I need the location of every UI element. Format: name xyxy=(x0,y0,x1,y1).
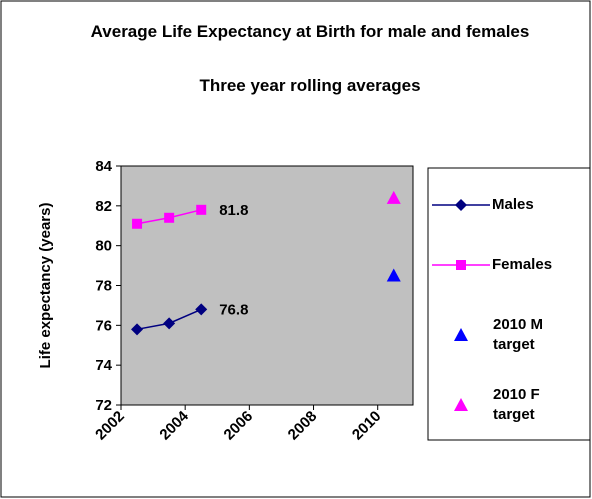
marker xyxy=(164,212,175,223)
marker xyxy=(386,268,401,282)
legend-marker xyxy=(454,398,468,411)
data-label: 76.8 xyxy=(219,301,248,318)
legend-marker xyxy=(455,199,467,211)
y-tick-label: 78 xyxy=(95,278,112,295)
x-tick-label: 2004 xyxy=(156,407,192,443)
marker xyxy=(196,204,207,215)
chart-title: Average Life Expectancy at Birth for mal… xyxy=(90,22,530,41)
legend-marker xyxy=(456,260,466,270)
y-axis-label: Life expectancy (years) xyxy=(37,203,54,369)
legend-label: 2010 M target xyxy=(493,316,544,353)
y-tick-label: 76 xyxy=(95,317,112,334)
x-tick-label: 2008 xyxy=(285,408,321,444)
y-tick-label: 84 xyxy=(95,158,112,175)
legend-box xyxy=(427,167,591,441)
marker xyxy=(131,323,144,336)
plot-area xyxy=(120,165,414,406)
marker xyxy=(195,303,208,316)
legend-label: Females xyxy=(492,256,553,273)
y-tick-label: 72 xyxy=(95,397,112,414)
y-tick-label: 74 xyxy=(95,357,112,374)
legend-marker xyxy=(454,328,468,341)
x-tick-label: 2006 xyxy=(221,408,257,444)
y-tick-label: 80 xyxy=(95,238,112,255)
chart-subtitle: Three year rolling averages xyxy=(199,76,421,95)
legend-label: 2010 F target xyxy=(493,386,540,423)
x-tick-label: 2010 xyxy=(349,408,385,444)
marker xyxy=(163,317,176,330)
y-tick-label: 82 xyxy=(95,198,112,215)
data-label: 81.8 xyxy=(219,202,248,219)
marker xyxy=(132,218,143,229)
legend-label: Males xyxy=(492,196,534,213)
marker xyxy=(386,190,401,204)
